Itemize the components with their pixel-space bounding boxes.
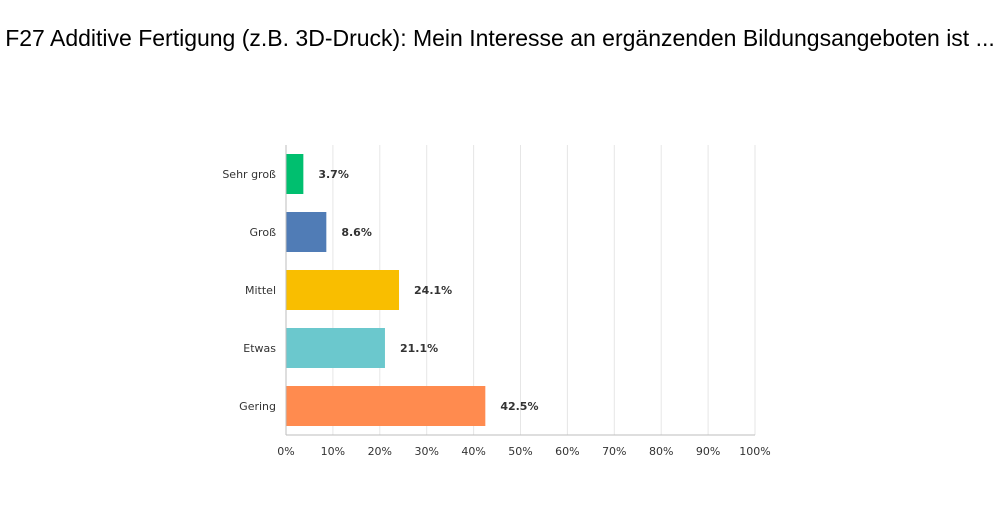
x-tick-label: 80% bbox=[649, 445, 673, 458]
data-label: 8.6% bbox=[341, 226, 372, 239]
data-label: 21.1% bbox=[400, 342, 438, 355]
category-label: Sehr groß bbox=[222, 168, 276, 181]
data-label: 24.1% bbox=[414, 284, 452, 297]
category-label: Gering bbox=[239, 400, 276, 413]
labels: 0% 10% 20% 30% 40% 50% 60% 70% 80% 90% 100% Sehr gr… bbox=[222, 168, 770, 458]
category-label: Etwas bbox=[243, 342, 276, 355]
data-label: 3.7% bbox=[318, 168, 349, 181]
bar bbox=[286, 154, 304, 194]
data-label: 42.5% bbox=[500, 400, 538, 413]
category-label: Groß bbox=[250, 226, 277, 239]
bar bbox=[286, 386, 486, 426]
bars bbox=[286, 154, 486, 426]
axes bbox=[285, 145, 755, 436]
x-tick-label: 20% bbox=[368, 445, 392, 458]
x-tick-label: 60% bbox=[555, 445, 579, 458]
x-tick-label: 10% bbox=[321, 445, 345, 458]
bar bbox=[286, 328, 385, 368]
x-tick-label: 40% bbox=[461, 445, 485, 458]
x-tick-label: 70% bbox=[602, 445, 626, 458]
bar bbox=[286, 270, 400, 310]
x-tick-label: 30% bbox=[414, 445, 438, 458]
x-tick-label: 0% bbox=[277, 445, 294, 458]
x-tick-label: 90% bbox=[696, 445, 720, 458]
x-tick-label: 50% bbox=[508, 445, 532, 458]
chart-title: F27 Additive Fertigung (z.B. 3D-Druck): … bbox=[5, 25, 995, 51]
category-label: Mittel bbox=[245, 284, 276, 297]
x-tick-label: 100% bbox=[739, 445, 770, 458]
bar bbox=[286, 212, 327, 252]
